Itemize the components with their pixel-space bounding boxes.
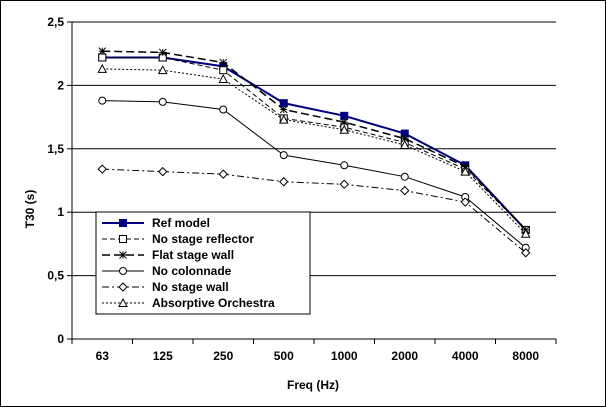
x-axis-title: Freq (Hz) [287, 378, 339, 392]
legend-item: No stage reflector [102, 232, 254, 246]
data-point-marker [340, 161, 349, 170]
series-line [102, 57, 527, 231]
data-point-marker [399, 139, 410, 149]
data-point-marker [98, 53, 107, 62]
data-point-marker [118, 297, 128, 307]
data-point-marker [219, 58, 228, 67]
data-point-marker [118, 282, 128, 292]
data-point-marker [119, 251, 127, 259]
y-axis-title: T30 (s) [23, 190, 37, 229]
legend-label: No stage reflector [152, 232, 254, 246]
x-tick-label: 4000 [452, 349, 479, 363]
legend-item: Absorptive Orchestra [102, 296, 275, 310]
legend-label: Ref model [152, 216, 210, 230]
series-lines [97, 47, 531, 258]
y-tick-label: 0 [57, 332, 64, 346]
data-point-marker [339, 179, 349, 190]
axes [67, 21, 557, 344]
data-point-marker [219, 105, 228, 114]
series-no-colonnade [98, 96, 530, 252]
x-tick-label: 250 [213, 349, 233, 363]
series-no-stage-reflector [98, 53, 530, 234]
data-point-marker [279, 177, 289, 187]
data-point-marker [119, 267, 127, 275]
y-tick-label: 0,5 [47, 269, 64, 283]
data-point-marker [97, 164, 107, 174]
x-tick-label: 2000 [391, 349, 418, 363]
data-point-marker [279, 105, 288, 114]
series-no-stage-wall [97, 164, 531, 258]
x-tick-label: 8000 [512, 349, 539, 363]
y-tick-label: 1,5 [47, 142, 64, 156]
legend-label: No stage wall [152, 280, 229, 294]
data-point-marker [119, 235, 127, 243]
legend-item: Flat stage wall [102, 248, 234, 262]
data-point-marker [98, 47, 107, 56]
y-tick-label: 2,5 [47, 15, 64, 29]
data-point-marker [400, 185, 410, 196]
data-point-marker [400, 172, 409, 181]
data-point-marker [218, 73, 229, 84]
data-point-marker [340, 118, 349, 127]
legend-item: No stage wall [102, 280, 229, 294]
data-point-marker [97, 63, 108, 73]
legend-box [95, 211, 311, 315]
series-line [102, 168, 527, 254]
series-line [102, 100, 527, 249]
data-point-marker [157, 65, 168, 75]
data-point-marker [279, 99, 288, 108]
data-point-marker [158, 166, 168, 177]
x-tick-label: 500 [274, 349, 294, 363]
data-point-marker [98, 96, 107, 105]
y-tick-label: 1 [57, 205, 64, 219]
data-point-marker [521, 248, 531, 258]
legend: Ref model No stage reflector Flat stage wa… [95, 211, 311, 315]
tick-labels: 0 0,5 1 1,5 2 2,5 63 125 250 500 1000 2000 4000 8000 [47, 15, 539, 363]
data-point-marker [279, 151, 288, 160]
series-line [102, 68, 527, 235]
data-point-marker [339, 124, 350, 134]
legend-label: No colonnade [152, 264, 232, 278]
data-point-marker [218, 169, 228, 179]
data-point-marker [219, 66, 228, 75]
data-point-marker [158, 97, 167, 106]
series-line [102, 50, 527, 231]
series-absorptive-orchestra [97, 63, 531, 238]
legend-item: No colonnade [102, 264, 232, 278]
legend-item: Ref model [102, 216, 210, 230]
data-point-marker [460, 197, 470, 207]
data-point-marker [158, 48, 167, 57]
data-point-marker [520, 228, 531, 238]
series-line [102, 56, 527, 231]
series-ref-model [98, 53, 530, 234]
data-point-marker [460, 166, 471, 176]
data-point-marker [278, 114, 289, 124]
x-tick-label: 125 [153, 349, 173, 363]
data-point-marker [340, 111, 349, 120]
x-tick-label: 63 [96, 349, 110, 363]
legend-label: Flat stage wall [152, 248, 234, 262]
x-tick-label: 1000 [331, 349, 358, 363]
y-tick-label: 2 [57, 78, 64, 92]
data-point-marker [119, 219, 127, 227]
legend-label: Absorptive Orchestra [152, 296, 275, 310]
